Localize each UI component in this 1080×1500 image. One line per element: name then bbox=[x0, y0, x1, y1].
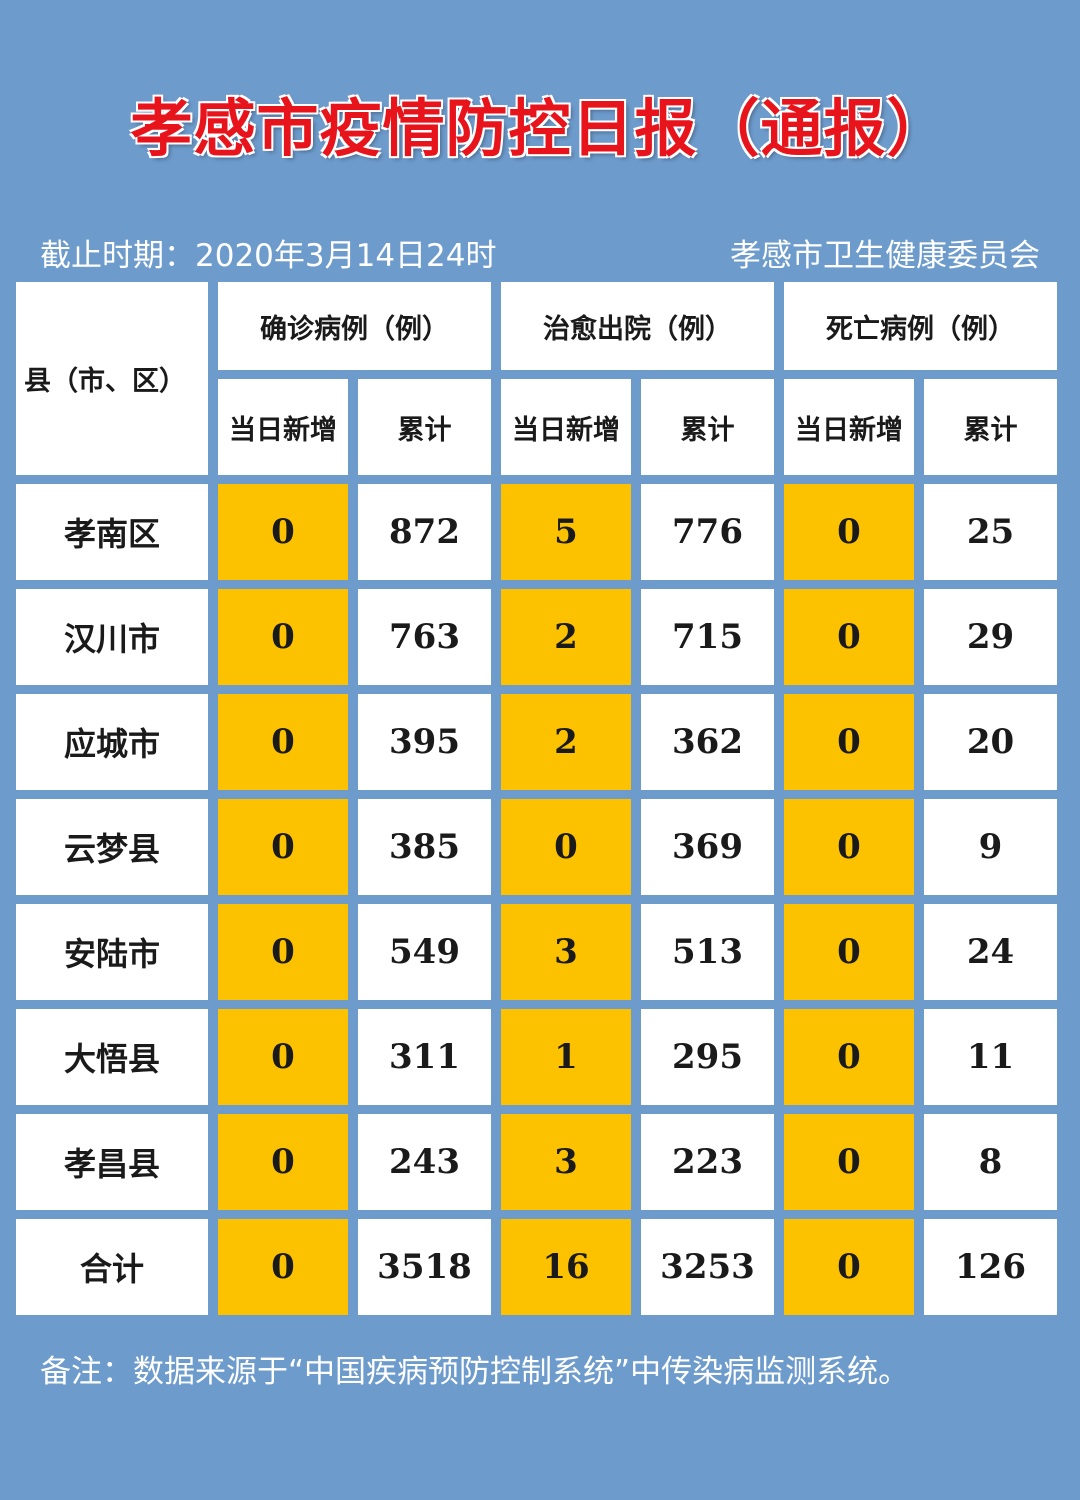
cell-recovered-total: 3253 bbox=[641, 1219, 774, 1315]
cell-recovered-total: 362 bbox=[641, 694, 774, 790]
cell-confirmed-total: 872 bbox=[358, 484, 491, 580]
cell-deaths-new: 0 bbox=[784, 1219, 914, 1315]
cell-deaths-total: 29 bbox=[924, 589, 1057, 685]
cell-deaths-total: 20 bbox=[924, 694, 1057, 790]
cell-recovered-total: 513 bbox=[641, 904, 774, 1000]
cell-deaths-total: 11 bbox=[924, 1009, 1057, 1105]
cell-recovered-total: 369 bbox=[641, 799, 774, 895]
row-region: 合计 bbox=[16, 1219, 208, 1315]
cell-deaths-new: 0 bbox=[784, 1009, 914, 1105]
cell-recovered-total: 295 bbox=[641, 1009, 774, 1105]
cell-deaths-total: 126 bbox=[924, 1219, 1057, 1315]
cell-confirmed-new: 0 bbox=[218, 1114, 348, 1210]
stats-table: 县（市、区） 确诊病例（例） 治愈出院（例） 死亡病例（例） 当日新增 累计 当… bbox=[16, 282, 1062, 1315]
row-region: 孝昌县 bbox=[16, 1114, 208, 1210]
cell-confirmed-total: 549 bbox=[358, 904, 491, 1000]
header-deaths-new: 当日新增 bbox=[784, 379, 914, 475]
cell-confirmed-new: 0 bbox=[218, 484, 348, 580]
header-confirmed: 确诊病例（例） bbox=[218, 282, 491, 370]
publisher: 孝感市卫生健康委员会 bbox=[730, 238, 1040, 274]
row-region: 大悟县 bbox=[16, 1009, 208, 1105]
cell-confirmed-total: 385 bbox=[358, 799, 491, 895]
cell-recovered-total: 776 bbox=[641, 484, 774, 580]
cell-deaths-new: 0 bbox=[784, 904, 914, 1000]
cell-confirmed-total: 243 bbox=[358, 1114, 491, 1210]
header-confirmed-total: 累计 bbox=[358, 379, 491, 475]
cell-confirmed-total: 395 bbox=[358, 694, 491, 790]
footnote: 备注：数据来源于“中国疾病预防控制系统”中传染病监测系统。 bbox=[40, 1354, 910, 1390]
row-region: 应城市 bbox=[16, 694, 208, 790]
cell-deaths-new: 0 bbox=[784, 589, 914, 685]
cell-deaths-total: 9 bbox=[924, 799, 1057, 895]
row-region: 汉川市 bbox=[16, 589, 208, 685]
cell-deaths-total: 25 bbox=[924, 484, 1057, 580]
cell-confirmed-total: 763 bbox=[358, 589, 491, 685]
header-region: 县（市、区） bbox=[16, 282, 208, 475]
cell-deaths-new: 0 bbox=[784, 799, 914, 895]
cell-confirmed-new: 0 bbox=[218, 904, 348, 1000]
cell-confirmed-new: 0 bbox=[218, 589, 348, 685]
cell-deaths-new: 0 bbox=[784, 484, 914, 580]
cell-recovered-new: 5 bbox=[501, 484, 631, 580]
row-region: 云梦县 bbox=[16, 799, 208, 895]
cell-confirmed-new: 0 bbox=[218, 1009, 348, 1105]
cell-deaths-new: 0 bbox=[784, 1114, 914, 1210]
cell-recovered-new: 3 bbox=[501, 1114, 631, 1210]
cell-deaths-total: 8 bbox=[924, 1114, 1057, 1210]
header-recovered-total: 累计 bbox=[641, 379, 774, 475]
row-region: 孝南区 bbox=[16, 484, 208, 580]
cell-recovered-new: 0 bbox=[501, 799, 631, 895]
cell-confirmed-total: 311 bbox=[358, 1009, 491, 1105]
header-confirmed-new: 当日新增 bbox=[218, 379, 348, 475]
cell-deaths-total: 24 bbox=[924, 904, 1057, 1000]
row-region: 安陆市 bbox=[16, 904, 208, 1000]
header-deaths: 死亡病例（例） bbox=[784, 282, 1057, 370]
header-deaths-total: 累计 bbox=[924, 379, 1057, 475]
cutoff-date: 截止时期：2020年3月14日24时 bbox=[40, 238, 497, 274]
page-title: 孝感市疫情防控日报（通报） bbox=[130, 92, 950, 165]
cell-confirmed-new: 0 bbox=[218, 799, 348, 895]
cell-recovered-new: 2 bbox=[501, 694, 631, 790]
header-recovered: 治愈出院（例） bbox=[501, 282, 774, 370]
cell-confirmed-new: 0 bbox=[218, 694, 348, 790]
cell-deaths-new: 0 bbox=[784, 694, 914, 790]
header-recovered-new: 当日新增 bbox=[501, 379, 631, 475]
cell-recovered-new: 2 bbox=[501, 589, 631, 685]
cell-recovered-total: 715 bbox=[641, 589, 774, 685]
cell-recovered-total: 223 bbox=[641, 1114, 774, 1210]
cell-confirmed-total: 3518 bbox=[358, 1219, 491, 1315]
cell-confirmed-new: 0 bbox=[218, 1219, 348, 1315]
cell-recovered-new: 3 bbox=[501, 904, 631, 1000]
cell-recovered-new: 1 bbox=[501, 1009, 631, 1105]
cell-recovered-new: 16 bbox=[501, 1219, 631, 1315]
